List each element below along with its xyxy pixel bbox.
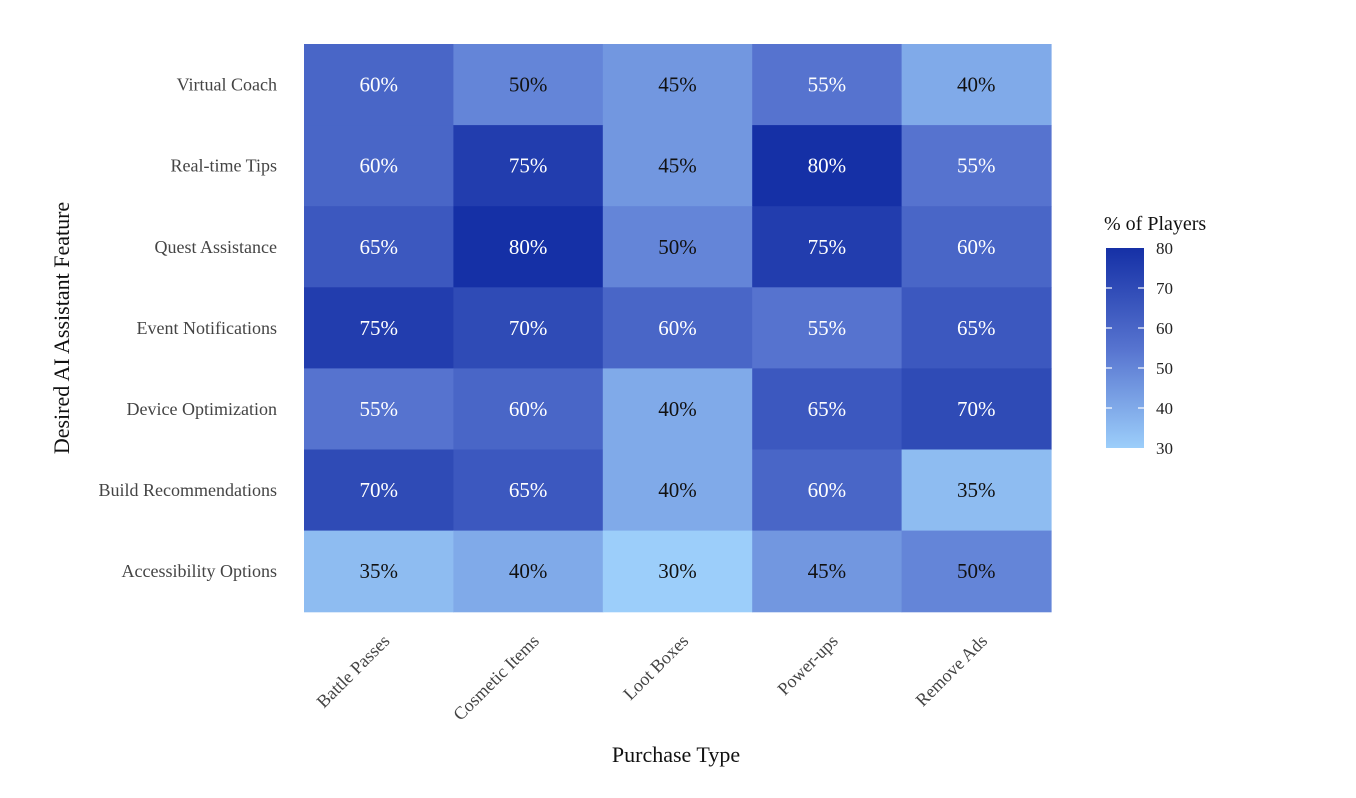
cell-value-label: 45%	[658, 73, 697, 97]
y-axis-tick-labels: Virtual Coach Real-time Tips Quest Assista…	[99, 75, 277, 582]
heatmap-cell	[602, 125, 753, 207]
heatmap-cell	[304, 368, 454, 451]
x-tick-label: Battle Passes	[313, 631, 394, 712]
cell-value-label: 55%	[359, 397, 398, 421]
colorbar-tick-label: 50	[1156, 359, 1173, 378]
heatmap-cell	[901, 287, 1052, 369]
cell-value-label: 70%	[957, 397, 996, 421]
x-axis-tick-labels: Battle Passes Cosmetic Items Loot Boxes Pow…	[313, 631, 992, 725]
cell-value-label: 75%	[359, 316, 398, 340]
cell-value-label: 60%	[359, 154, 398, 178]
heatmap-cell	[602, 206, 753, 288]
cell-value-label: 75%	[808, 235, 847, 259]
heatmap-cell	[901, 449, 1052, 532]
y-tick-label: Accessibility Options	[122, 561, 278, 581]
heatmap-cell	[752, 449, 903, 532]
heatmap-cell	[901, 44, 1052, 126]
x-axis-title: Purchase Type	[612, 742, 740, 767]
heatmap-cell	[752, 368, 903, 451]
y-tick-label: Build Recommendations	[99, 480, 277, 500]
y-tick-label: Event Notifications	[137, 318, 277, 338]
heatmap-cell	[304, 530, 454, 613]
colorbar-gradient	[1106, 248, 1144, 448]
heatmap-cell	[901, 368, 1052, 451]
x-tick-label: Remove Ads	[912, 631, 992, 711]
heatmap-cells	[304, 44, 1052, 613]
heatmap-cell	[453, 44, 604, 126]
cell-value-label: 50%	[957, 559, 996, 583]
cell-value-label: 40%	[509, 559, 548, 583]
colorbar-tick-label: 60	[1156, 319, 1173, 338]
heatmap-cell	[304, 206, 454, 288]
heatmap-cell	[901, 125, 1052, 207]
cell-labels: 60% 50% 45% 55% 40% 60% 75% 45% 80% 55% 65% 80% 50% 7…	[359, 73, 995, 584]
cell-value-label: 65%	[509, 478, 548, 502]
heatmap-cell	[453, 206, 604, 288]
colorbar-tick-label: 30	[1156, 439, 1173, 458]
cell-value-label: 55%	[808, 73, 847, 97]
heatmap-cell	[602, 44, 753, 126]
x-tick-label: Loot Boxes	[619, 631, 692, 704]
x-tick-label: Cosmetic Items	[449, 631, 543, 725]
colorbar-tick-label: 80	[1156, 239, 1173, 258]
cell-value-label: 75%	[509, 154, 548, 178]
cell-value-label: 60%	[359, 73, 398, 97]
cell-value-label: 40%	[658, 478, 697, 502]
heatmap-cell	[602, 449, 753, 532]
cell-value-label: 30%	[658, 559, 697, 583]
heatmap-cell	[602, 530, 753, 613]
colorbar-ticks: 30 40 50 60 70 80	[1106, 239, 1173, 458]
cell-value-label: 55%	[808, 316, 847, 340]
heatmap-cell	[453, 449, 604, 532]
cell-value-label: 60%	[509, 397, 548, 421]
cell-value-label: 40%	[957, 73, 996, 97]
y-axis-title: Desired AI Assistant Feature	[49, 202, 74, 454]
cell-value-label: 50%	[509, 73, 548, 97]
cell-value-label: 60%	[808, 478, 847, 502]
heatmap-cell	[304, 125, 454, 207]
heatmap-cell	[304, 44, 454, 126]
cell-value-label: 40%	[658, 397, 697, 421]
heatmap-cell	[901, 530, 1052, 613]
heatmap-cell	[602, 287, 753, 369]
cell-value-label: 60%	[957, 235, 996, 259]
cell-value-label: 35%	[957, 478, 996, 502]
y-tick-label: Quest Assistance	[155, 237, 277, 257]
cell-value-label: 80%	[808, 154, 847, 178]
x-tick-label: Power-ups	[773, 631, 841, 699]
y-tick-label: Device Optimization	[127, 399, 277, 419]
heatmap-cell	[901, 206, 1052, 288]
cell-value-label: 65%	[359, 235, 398, 259]
cell-value-label: 60%	[658, 316, 697, 340]
heatmap-cell	[752, 287, 903, 369]
cell-value-label: 55%	[957, 154, 996, 178]
heatmap-cell	[453, 530, 604, 613]
y-tick-label: Real-time Tips	[170, 156, 277, 176]
cell-value-label: 70%	[359, 478, 398, 502]
colorbar-tick-label: 40	[1156, 399, 1173, 418]
cell-value-label: 35%	[359, 559, 398, 583]
colorbar-legend: % of Players 30 40 50 60 70 80	[1104, 213, 1206, 458]
cell-value-label: 70%	[509, 316, 548, 340]
colorbar-tick-label: 70	[1156, 279, 1173, 298]
heatmap-cell	[752, 206, 903, 288]
cell-value-label: 45%	[808, 559, 847, 583]
heatmap-cell	[752, 44, 903, 126]
heatmap-cell	[453, 368, 604, 451]
heatmap-cell	[304, 449, 454, 532]
heatmap-cell	[752, 125, 903, 207]
heatmap-cell	[453, 287, 604, 369]
colorbar-title: % of Players	[1104, 213, 1206, 235]
cell-value-label: 50%	[658, 235, 697, 259]
y-tick-label: Virtual Coach	[177, 75, 277, 95]
heatmap-cell	[752, 530, 903, 613]
cell-value-label: 65%	[808, 397, 847, 421]
cell-value-label: 65%	[957, 316, 996, 340]
heatmap-cell	[602, 368, 753, 451]
cell-value-label: 45%	[658, 154, 697, 178]
heatmap-cell	[304, 287, 454, 369]
heatmap-cell	[453, 125, 604, 207]
cell-value-label: 80%	[509, 235, 548, 259]
